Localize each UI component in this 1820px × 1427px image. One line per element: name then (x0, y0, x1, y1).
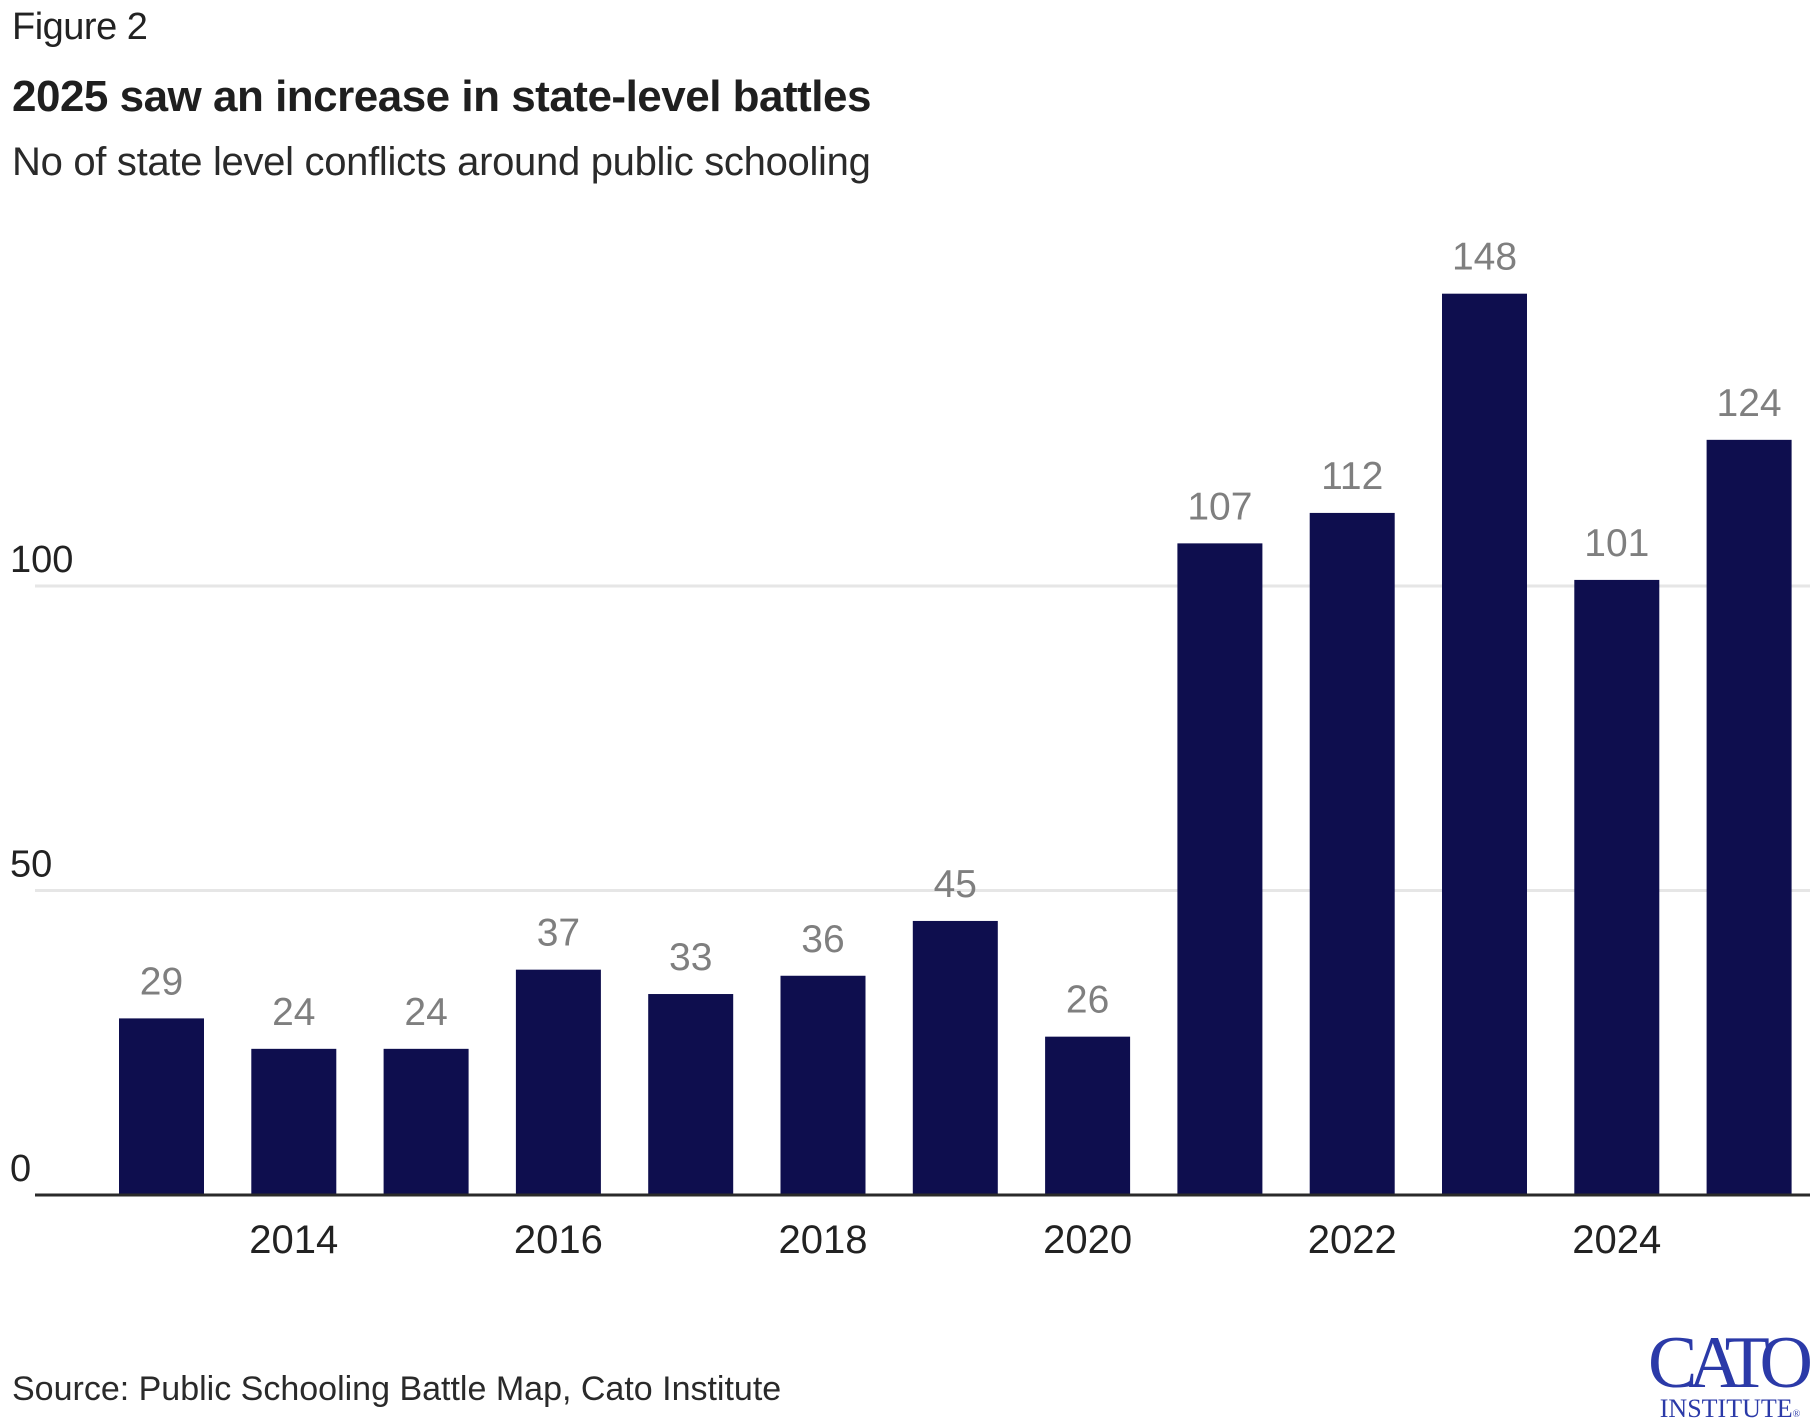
source-note: Source: Public Schooling Battle Map, Cat… (12, 1370, 782, 1408)
bar-2023 (1442, 293, 1527, 1195)
bar-2015 (383, 1048, 469, 1195)
bar-2016 (515, 969, 601, 1195)
chart-title: 2025 saw an increase in state-level batt… (12, 72, 871, 121)
chart-subtitle: No of state level conflicts around publi… (12, 140, 871, 184)
bar-2019 (912, 920, 998, 1195)
bar-chart: 0 50 100 29 24 24 37 33 36 45 26 107 112 148 101 124 2… (10, 236, 1810, 1262)
x-tick-label-2018: 2018 (779, 1218, 868, 1262)
value-label-2014: 24 (272, 991, 315, 1034)
bar-2013 (119, 1018, 204, 1195)
figure-label: Figure 2 (12, 6, 148, 48)
value-label-2016: 37 (537, 912, 580, 955)
bars (119, 293, 1792, 1196)
y-tick-label-0: 0 (10, 1148, 31, 1190)
bar-2017 (648, 994, 734, 1195)
value-label-2017: 33 (669, 936, 712, 979)
value-label-2018: 36 (801, 918, 844, 961)
logo-sub-text: INSTITUTE® (1650, 1396, 1810, 1422)
value-label-2021: 107 (1187, 485, 1252, 528)
y-axis-labels: 0 50 100 (10, 539, 73, 1190)
cato-institute-logo: CATO INSTITUTE® (1648, 1326, 1813, 1422)
x-tick-label-2014: 2014 (249, 1218, 338, 1262)
x-tick-label-2024: 2024 (1572, 1218, 1661, 1262)
value-label-2023: 148 (1452, 236, 1517, 279)
bar-2025 (1706, 439, 1792, 1196)
y-tick-label-100: 100 (10, 539, 73, 581)
value-label-2020: 26 (1066, 979, 1109, 1022)
gridlines (35, 584, 1810, 892)
y-tick-label-50: 50 (10, 844, 52, 886)
bar-2020 (1045, 1036, 1131, 1195)
x-tick-label-2022: 2022 (1308, 1218, 1397, 1262)
value-label-2024: 101 (1584, 522, 1649, 565)
value-label-2015: 24 (404, 991, 447, 1034)
value-label-2025: 124 (1717, 382, 1782, 425)
x-tick-label-2020: 2020 (1043, 1218, 1132, 1262)
bar-2021 (1177, 543, 1263, 1195)
value-label-2022: 112 (1321, 455, 1383, 498)
bar-2024 (1574, 579, 1660, 1195)
bar-2022 (1309, 512, 1395, 1195)
value-label-2019: 45 (934, 863, 977, 906)
bar-2014 (251, 1048, 337, 1195)
registered-mark-icon: ® (1792, 1409, 1801, 1420)
x-tick-label-2016: 2016 (514, 1218, 603, 1262)
x-axis-labels: 2014 2016 2018 2020 2022 2024 (249, 1218, 1661, 1262)
value-label-2013: 29 (140, 960, 183, 1003)
bar-2018 (780, 975, 866, 1195)
value-labels: 29 24 24 37 33 36 45 26 107 112 148 101 124 (140, 236, 1782, 1034)
logo-institute: INSTITUTE (1659, 1394, 1793, 1423)
logo-main-text: CATO (1648, 1322, 1813, 1404)
